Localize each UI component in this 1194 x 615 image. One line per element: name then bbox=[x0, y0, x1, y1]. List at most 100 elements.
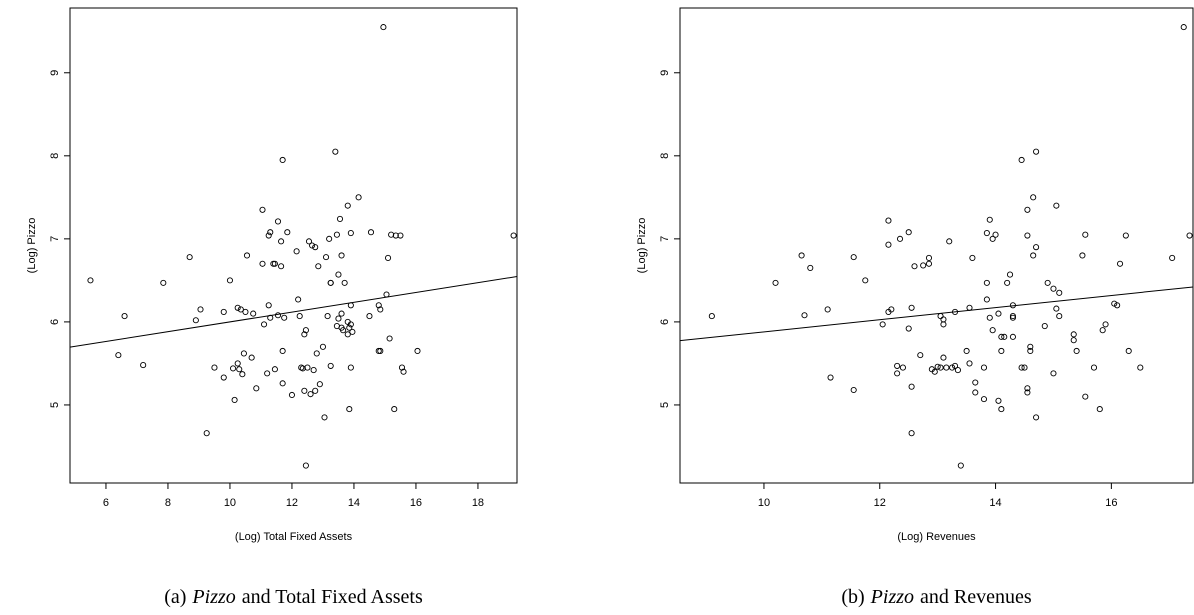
scatter-point bbox=[261, 321, 268, 328]
scatter-point bbox=[807, 264, 814, 271]
scatter-point bbox=[1090, 364, 1098, 371]
scatter-point bbox=[1018, 364, 1025, 371]
scatter-point bbox=[346, 406, 353, 413]
scatter-point bbox=[115, 352, 122, 359]
x-tick-label: 8 bbox=[165, 497, 171, 509]
scatter-point bbox=[220, 374, 227, 381]
scatter-point bbox=[972, 379, 979, 386]
y-tick-label: 5 bbox=[49, 402, 61, 408]
scatter-point bbox=[1041, 323, 1048, 330]
scatter-point bbox=[995, 397, 1002, 404]
scatter-point bbox=[264, 370, 271, 377]
scatter-point bbox=[931, 368, 938, 375]
x-tick-label: 16 bbox=[410, 497, 422, 509]
scatter-point bbox=[986, 216, 993, 223]
scatter-point bbox=[1027, 347, 1034, 355]
scatter-point bbox=[313, 350, 320, 357]
scatter-point bbox=[1024, 389, 1031, 396]
scatter-point bbox=[980, 364, 988, 371]
scatter-point bbox=[1082, 231, 1089, 238]
scatter-point bbox=[274, 312, 282, 319]
scatter-point bbox=[347, 321, 354, 328]
scatter-point bbox=[279, 347, 286, 355]
scatter-point bbox=[1006, 271, 1014, 278]
scatter-point bbox=[905, 325, 912, 332]
scatter-point bbox=[344, 202, 351, 209]
scatter-point bbox=[336, 215, 344, 222]
scatter-point bbox=[1050, 285, 1057, 292]
scatter-point bbox=[398, 364, 406, 371]
scatter-point bbox=[772, 279, 779, 286]
x-tick-label: 12 bbox=[874, 497, 886, 509]
scatter-point bbox=[271, 260, 278, 267]
scatter-point bbox=[966, 304, 973, 311]
scatter-point bbox=[998, 333, 1005, 340]
scatter-point bbox=[1009, 313, 1016, 320]
scatter-point bbox=[888, 306, 895, 313]
scatter-point bbox=[327, 362, 334, 369]
scatter-point bbox=[1024, 385, 1031, 392]
regression-line bbox=[69, 276, 518, 348]
scatter-point bbox=[879, 321, 886, 328]
scatter-point bbox=[301, 331, 308, 338]
scatter-point bbox=[87, 277, 94, 284]
scatter-point bbox=[937, 364, 944, 371]
scatter-point bbox=[295, 296, 302, 303]
scatter-point bbox=[335, 271, 342, 278]
x-tick-label: 16 bbox=[1105, 497, 1117, 509]
caption-label: (b) bbox=[841, 586, 864, 608]
scatter-point bbox=[1137, 364, 1144, 371]
scatter-point bbox=[284, 229, 291, 236]
scatter-point bbox=[940, 354, 947, 361]
scatter-point bbox=[986, 314, 993, 321]
scatter-point bbox=[510, 232, 517, 239]
scatter-point bbox=[908, 430, 915, 437]
scatter-point bbox=[278, 263, 285, 270]
scatter-point bbox=[1030, 252, 1037, 259]
scatter-point bbox=[230, 365, 237, 372]
scatter-point bbox=[1024, 206, 1031, 213]
scatter-point bbox=[324, 313, 331, 320]
scatter-point bbox=[341, 279, 348, 286]
scatter-point bbox=[121, 313, 128, 320]
scatter-point bbox=[338, 252, 345, 259]
scatter-point bbox=[248, 354, 255, 361]
scatter-point bbox=[309, 242, 316, 249]
scatter-point bbox=[899, 364, 906, 371]
scatter-point bbox=[1009, 302, 1016, 309]
scatter-point bbox=[271, 366, 278, 373]
scatter-point bbox=[239, 371, 246, 378]
scatter-point bbox=[400, 368, 407, 375]
scatter-point bbox=[1070, 337, 1077, 344]
y-tick-label: 5 bbox=[659, 402, 671, 408]
scatter-point bbox=[281, 314, 288, 321]
scatter-point bbox=[250, 310, 257, 317]
scatter-point bbox=[957, 462, 964, 469]
scatter-point bbox=[274, 218, 282, 225]
scatter-point bbox=[1018, 156, 1025, 164]
scatter-point bbox=[972, 389, 979, 396]
scatter-point bbox=[896, 235, 904, 242]
scatter-point bbox=[220, 308, 227, 315]
scatter-point bbox=[377, 347, 384, 355]
scatter-point bbox=[885, 241, 892, 248]
scatter-point bbox=[894, 370, 901, 377]
scatter-point bbox=[908, 304, 915, 311]
scatter-point bbox=[1122, 232, 1129, 239]
scatter-point bbox=[954, 367, 961, 374]
scatter-point bbox=[1073, 347, 1080, 355]
scatter-point bbox=[827, 374, 834, 381]
scatter-point bbox=[862, 277, 869, 284]
scatter-point bbox=[211, 364, 218, 371]
scatter-point bbox=[824, 306, 831, 313]
scatter-point bbox=[1186, 232, 1193, 239]
scatter-point bbox=[267, 314, 274, 321]
scatter-point bbox=[1053, 305, 1060, 312]
x-tick-label: 10 bbox=[758, 497, 770, 509]
scatter-point bbox=[240, 350, 247, 357]
scatter-point bbox=[279, 156, 286, 164]
scatter-point bbox=[243, 252, 251, 259]
y-axis-label: (Log) Pizzo bbox=[636, 218, 648, 274]
scatter-point bbox=[1044, 279, 1051, 286]
scatter-point bbox=[1009, 333, 1016, 340]
